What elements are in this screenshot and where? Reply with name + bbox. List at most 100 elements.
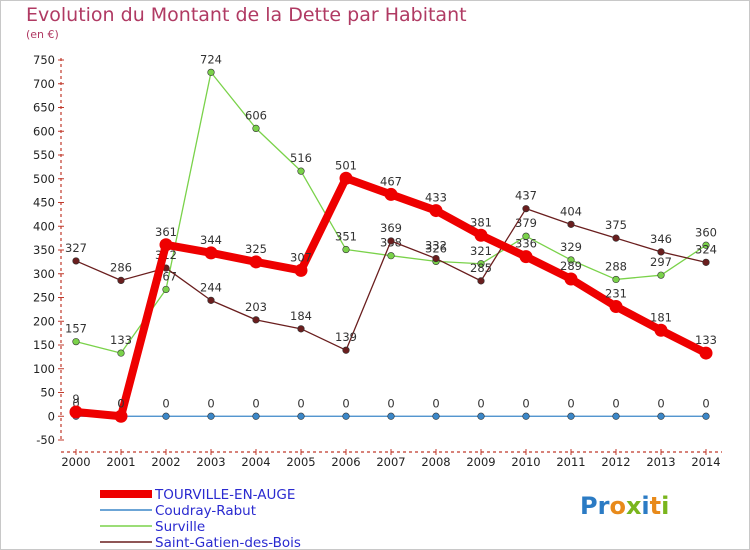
data-point — [69, 405, 83, 419]
y-tick-label: 650 — [33, 101, 55, 115]
data-point — [702, 241, 710, 249]
data-label: 467 — [380, 174, 402, 188]
proxiti-logo: Proxiti — [580, 492, 669, 520]
legend-label: Surville — [155, 519, 205, 535]
data-label: 336 — [515, 237, 537, 251]
logo-letter: i — [641, 492, 650, 520]
data-label: 0 — [522, 396, 529, 410]
chart-title: Evolution du Montant de la Dette par Hab… — [26, 4, 467, 26]
data-label: 289 — [560, 259, 582, 273]
data-point — [657, 271, 665, 279]
data-label: 724 — [200, 52, 222, 66]
data-point — [252, 412, 260, 420]
data-point — [612, 275, 620, 284]
data-label: 0 — [477, 396, 484, 410]
data-point — [612, 412, 620, 420]
series-layer: 0000000000000001571332677246065163513383… — [65, 52, 717, 423]
data-label: 133 — [695, 333, 717, 347]
data-point — [252, 124, 260, 132]
data-label: 360 — [695, 225, 717, 239]
data-point — [207, 296, 215, 304]
data-point — [207, 412, 215, 420]
data-label: 286 — [110, 260, 132, 274]
data-point — [477, 260, 485, 268]
data-point — [432, 412, 440, 420]
data-point — [297, 325, 305, 333]
data-point — [387, 412, 395, 420]
data-label: 325 — [245, 242, 267, 256]
data-label: 0 — [342, 396, 349, 410]
axes: -500501001502002503003504004505005506006… — [33, 53, 722, 469]
data-point — [117, 276, 125, 285]
data-point — [162, 285, 170, 294]
data-label: 285 — [470, 261, 492, 275]
y-tick-label: 300 — [33, 267, 55, 281]
legend: TOURVILLE-EN-AUGECoudray-RabutSurvilleSa… — [100, 487, 301, 550]
logo-letter: P — [580, 492, 598, 520]
data-point — [609, 300, 623, 314]
y-tick-label: 50 — [40, 386, 55, 400]
data-point — [567, 256, 575, 264]
data-label: 0 — [657, 396, 664, 410]
data-point — [432, 254, 440, 263]
data-label: 501 — [335, 158, 357, 172]
data-point — [522, 205, 530, 213]
x-tick-label: 2014 — [691, 455, 720, 469]
data-label: 433 — [425, 191, 447, 205]
x-tick-label: 2007 — [376, 455, 405, 469]
data-label: 0 — [702, 396, 709, 410]
series-tourville-en-auge: 9 036134432530750146743338133628923118113… — [69, 158, 717, 423]
data-label: 369 — [380, 221, 402, 235]
data-label: 0 — [207, 396, 214, 410]
y-tick-label: 450 — [33, 196, 55, 210]
data-label: 361 — [155, 225, 177, 239]
x-tick-label: 2003 — [196, 455, 225, 469]
data-point — [657, 248, 665, 256]
data-label: 437 — [515, 189, 537, 203]
legend-label: Saint-Gatien-des-Bois — [155, 535, 301, 550]
data-label: 0 — [117, 396, 124, 410]
data-point — [294, 263, 308, 277]
data-label: 344 — [200, 233, 222, 247]
data-point — [474, 228, 488, 242]
data-label: 379 — [515, 216, 537, 230]
y-tick-label: -50 — [36, 433, 55, 447]
chart-subtitle: (en €) — [26, 28, 59, 41]
data-point — [159, 238, 173, 252]
data-point — [567, 220, 575, 228]
data-point — [297, 412, 305, 420]
data-label: 404 — [560, 204, 582, 218]
data-point — [519, 250, 533, 264]
data-label: 326 — [425, 241, 447, 255]
data-label: 297 — [650, 255, 672, 269]
data-point — [384, 187, 398, 201]
legend-entry: TOURVILLE-EN-AUGE — [100, 487, 295, 503]
logo-letter: t — [649, 492, 662, 520]
data-label: 346 — [650, 232, 672, 246]
data-label: 133 — [110, 333, 132, 347]
x-tick-label: 2012 — [601, 455, 630, 469]
data-label: 0 — [432, 396, 439, 410]
data-label: 288 — [605, 259, 627, 273]
y-tick-label: 200 — [33, 314, 55, 328]
logo-letter: i — [661, 492, 670, 520]
x-tick-label: 2005 — [286, 455, 315, 469]
data-point — [522, 412, 530, 420]
legend-entry: Coudray-Rabut — [100, 503, 256, 519]
logo-letter: r — [597, 492, 610, 520]
x-tick-label: 2001 — [106, 455, 135, 469]
x-tick-label: 2006 — [331, 455, 360, 469]
data-point — [387, 237, 395, 245]
data-label: 351 — [335, 230, 357, 244]
data-point — [654, 323, 668, 337]
x-tick-label: 2009 — [466, 455, 495, 469]
data-label: 324 — [695, 242, 717, 256]
data-point — [657, 412, 665, 420]
data-point — [564, 272, 578, 286]
legend-label: TOURVILLE-EN-AUGE — [154, 487, 295, 503]
y-tick-label: 350 — [33, 243, 55, 257]
y-tick-label: 600 — [33, 124, 55, 138]
data-point — [387, 252, 395, 260]
